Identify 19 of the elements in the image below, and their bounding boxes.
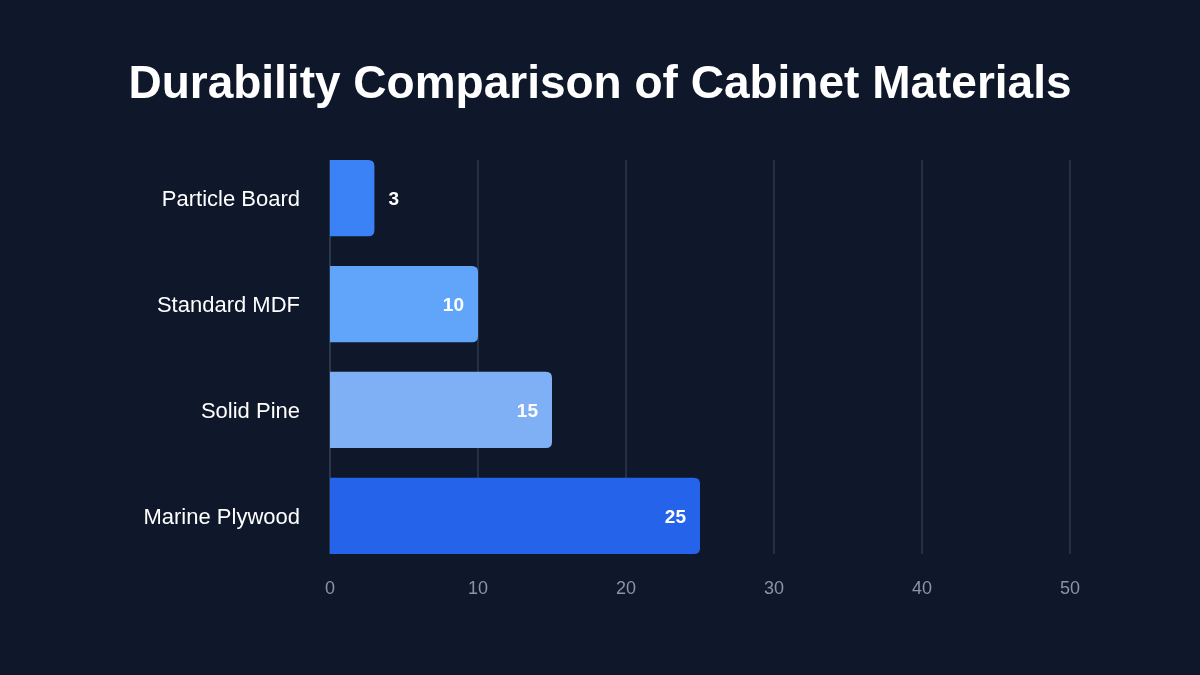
data-label: 10 bbox=[442, 293, 464, 315]
chart-title: Durability Comparison of Cabinet Materials bbox=[128, 56, 1072, 109]
y-tick-label: Marine Plywood bbox=[143, 503, 300, 529]
x-tick-label: 30 bbox=[763, 578, 785, 599]
bar bbox=[330, 477, 700, 554]
y-tick-label: Solid Pine bbox=[200, 397, 300, 423]
bar bbox=[330, 160, 375, 237]
x-tick-label: 20 bbox=[615, 578, 637, 599]
y-tick-label: Standard MDF bbox=[156, 291, 300, 317]
x-tick-label: 10 bbox=[467, 578, 489, 599]
x-tick-label: 40 bbox=[911, 578, 933, 599]
data-label: 3 bbox=[388, 187, 399, 209]
data-label: 25 bbox=[664, 505, 687, 527]
data-label: 15 bbox=[516, 399, 539, 421]
bar bbox=[330, 265, 478, 343]
x-tick-label: 50 bbox=[1059, 578, 1081, 599]
y-tick-label: Particle Board bbox=[161, 185, 300, 211]
bar bbox=[330, 371, 552, 449]
x-tick-label: 0 bbox=[324, 578, 336, 599]
